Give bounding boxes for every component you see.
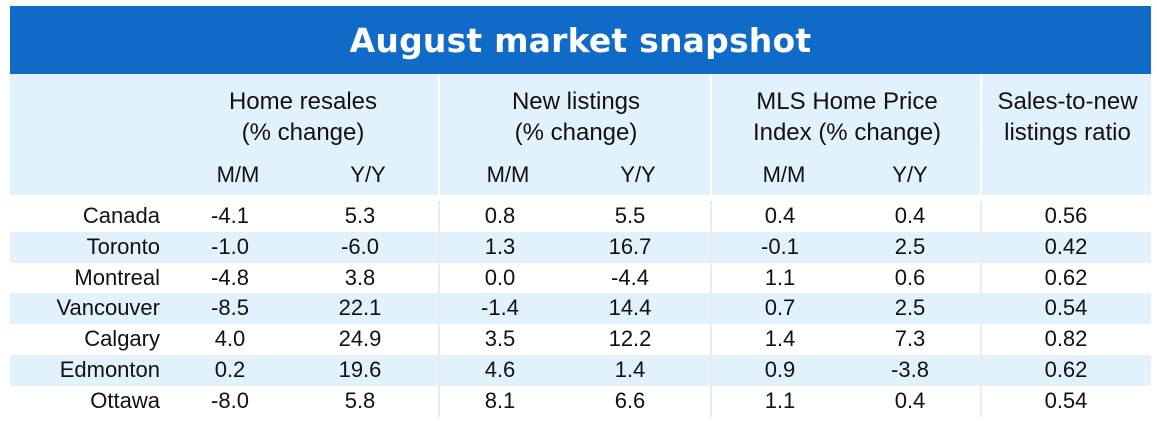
table-cell: 2.5 — [894, 233, 926, 259]
table-cell: -1.4 — [481, 295, 519, 321]
table-cell: 3.5 — [484, 326, 516, 352]
table-cell: 24.9 — [338, 326, 382, 352]
table-cell: 0.56 — [1044, 203, 1088, 228]
table-cell: 5.8 — [344, 387, 376, 413]
subheader-mm: M/M — [486, 162, 530, 187]
table-cell: 1.1 — [764, 264, 796, 290]
header-group-mls-hpi: MLS Home Price Index (% change) M/M Y/Y — [710, 74, 982, 195]
subheader-mm: M/M — [216, 162, 260, 187]
header-group-sales-to-new-listings: Sales-to-new listings ratio — [980, 74, 1153, 195]
header-label-line: New listings — [511, 88, 641, 115]
header-label-line: (% change) — [241, 119, 365, 146]
table-cell: 1.4 — [614, 356, 646, 382]
header-label-line: MLS Home Price — [756, 88, 938, 115]
table-cell: 0.0 — [484, 264, 516, 290]
table-cell: 4.6 — [484, 356, 516, 382]
table-cell: 0.2 — [214, 356, 246, 382]
table-cell: 1.1 — [764, 387, 796, 413]
header-label-line: Home resales — [228, 88, 378, 115]
row-city-label: Toronto — [86, 233, 160, 259]
table-cell: 4.0 — [214, 326, 246, 352]
table-cell: 0.82 — [1044, 326, 1088, 352]
table-row: Edmonton 0.2 19.6 4.6 1.4 0.9 -3.8 0.62 — [10, 354, 1151, 386]
table-cell: 14.4 — [608, 295, 652, 321]
table-cell: 0.42 — [1044, 233, 1088, 259]
table-header: Home resales (% change) M/M Y/Y New list… — [10, 74, 1151, 195]
table-cell: 0.62 — [1044, 264, 1088, 290]
table-cell: 0.4 — [894, 387, 926, 413]
row-city-label: Ottawa — [90, 387, 160, 413]
table-cell: -6.0 — [341, 233, 379, 259]
table-row: Calgary 4.0 24.9 3.5 12.2 1.4 7.3 0.82 — [10, 324, 1151, 355]
row-city-label: Canada — [82, 203, 160, 228]
table-cell: 22.1 — [338, 295, 382, 321]
table-cell: -1.0 — [211, 233, 249, 259]
table-cell: -4.1 — [211, 203, 249, 228]
table-title: August market snapshot — [10, 6, 1151, 74]
subheader-yy: Y/Y — [892, 162, 928, 187]
row-city-label: Vancouver — [56, 295, 160, 321]
table-cell: 0.6 — [894, 264, 926, 290]
header-label-line: Sales-to-new — [997, 88, 1138, 115]
table-cell: 16.7 — [608, 233, 652, 259]
table-cell: 8.1 — [484, 387, 516, 413]
table-cell: 0.54 — [1044, 295, 1088, 321]
column-divider — [710, 201, 712, 417]
header-label-line: (% change) — [514, 119, 638, 146]
table-cell: 0.8 — [484, 203, 516, 228]
table-cell: 0.7 — [764, 295, 796, 321]
table-cell: 0.54 — [1044, 387, 1088, 413]
table-row: Ottawa -8.0 5.8 8.1 6.6 1.1 0.4 0.54 — [10, 386, 1151, 417]
header-group-new-listings: New listings (% change) M/M Y/Y — [438, 74, 712, 195]
table-cell: 6.6 — [614, 387, 646, 413]
table-cell: 3.8 — [344, 264, 376, 290]
table-cell: 0.9 — [764, 356, 796, 382]
table-cell: 5.5 — [614, 203, 646, 228]
table-cell: -3.8 — [891, 356, 929, 382]
table-cell: 12.2 — [608, 326, 652, 352]
table-cell: 0.4 — [894, 203, 926, 228]
table-cell: 7.3 — [894, 326, 926, 352]
header-label-line: listings ratio — [1004, 119, 1131, 146]
column-divider — [980, 201, 982, 417]
row-city-label: Montreal — [74, 264, 160, 290]
row-city-label: Edmonton — [59, 356, 160, 382]
table-cell: 1.3 — [484, 233, 516, 259]
table-cell: 0.62 — [1044, 356, 1088, 382]
table-cell: 0.4 — [764, 203, 796, 228]
subheader-yy: Y/Y — [620, 162, 656, 187]
table-cell: -8.0 — [211, 387, 249, 413]
table-cell: 5.3 — [344, 203, 376, 228]
header-label-line: Index (% change) — [752, 119, 942, 146]
table-cell: 19.6 — [338, 356, 382, 382]
subheader-mm: M/M — [762, 162, 806, 187]
row-city-label: Calgary — [84, 326, 160, 352]
table-cell: -8.5 — [211, 295, 249, 321]
table-body: Canada -4.1 5.3 0.8 5.5 0.4 0.4 0.56 Toronto -1.0… — [10, 201, 1151, 417]
table-row: Toronto -1.0 -6.0 1.3 16.7 -0.1 2.5 0.42 — [10, 231, 1151, 263]
table-cell: -4.8 — [211, 264, 249, 290]
table-cell: 1.4 — [764, 326, 796, 352]
column-divider — [438, 201, 440, 417]
header-group-home-resales: Home resales (% change) M/M Y/Y — [168, 74, 438, 195]
table-cell: -0.1 — [761, 233, 799, 259]
table-row: Canada -4.1 5.3 0.8 5.5 0.4 0.4 0.56 — [10, 201, 1151, 232]
table-row: Montreal -4.8 3.8 0.0 -4.4 1.1 0.6 0.62 — [10, 263, 1151, 294]
table-cell: -4.4 — [611, 264, 649, 290]
subheader-yy: Y/Y — [350, 162, 386, 187]
table-cell: 2.5 — [894, 295, 926, 321]
table-row: Vancouver -8.5 22.1 -1.4 14.4 0.7 2.5 0.54 — [10, 293, 1151, 325]
